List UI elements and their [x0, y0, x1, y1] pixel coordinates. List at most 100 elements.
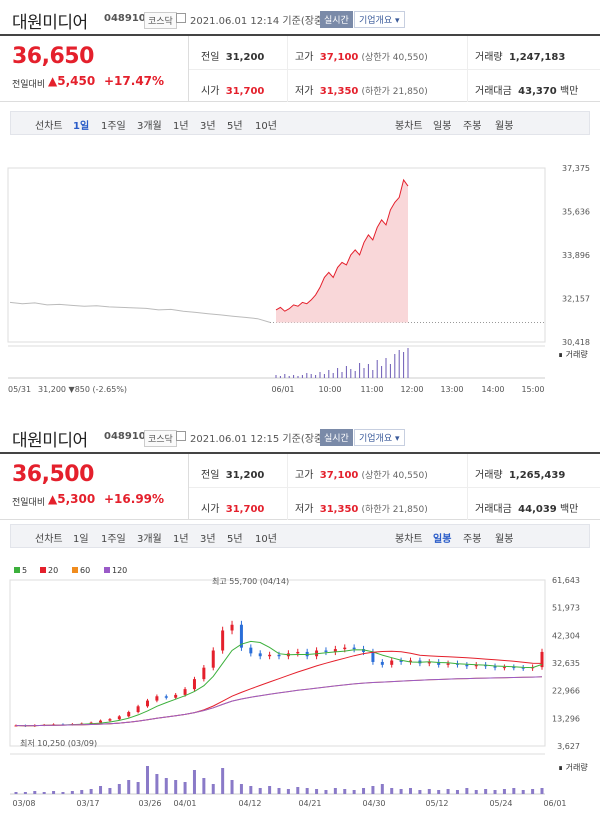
volume-bar: [333, 788, 337, 794]
x-tick-label: 04/12: [238, 799, 261, 808]
volume-bar: [136, 782, 140, 794]
volume-bar: [249, 786, 253, 794]
tab-1y[interactable]: 1년: [173, 121, 189, 132]
x-tick-label: 06/01: [271, 385, 294, 394]
volume-label: ∎ 거래량: [558, 762, 588, 772]
volume-bar: [484, 789, 488, 794]
tab-1y[interactable]: 1년: [173, 534, 189, 545]
tab-3y[interactable]: 3년: [200, 121, 216, 132]
tab-5y[interactable]: 5년: [227, 121, 243, 132]
tab-monthly[interactable]: 월봉: [495, 534, 514, 545]
candle-body: [268, 654, 272, 657]
volume-bar: [23, 792, 27, 794]
volume-bar: [380, 784, 384, 794]
company-info-dropdown[interactable]: 기업개요 ▾: [354, 429, 405, 446]
tab-daily[interactable]: 일봉: [433, 121, 452, 132]
y-tick-label: 61,643: [552, 576, 580, 585]
y-tick-label: 30,418: [562, 338, 590, 347]
volume-bar: [164, 778, 168, 794]
volume-bar: [427, 789, 431, 794]
x-tick-label: 05/12: [425, 799, 448, 808]
y-tick-label: 32,635: [552, 659, 580, 668]
y-tick-label: 42,304: [552, 631, 580, 640]
tab-1w[interactable]: 1주일: [101, 534, 126, 545]
prev-close: 전일 31,200: [201, 52, 265, 63]
candle-body: [512, 667, 516, 669]
realtime-button[interactable]: 실시간: [320, 429, 353, 446]
y-tick-label: 51,973: [552, 604, 580, 613]
stock-header-2: 대원미디어 048910 코스닥 2021.06.01 12:15 기준(장중)…: [0, 422, 600, 451]
tab-10y[interactable]: 10년: [255, 534, 277, 545]
tab-1d[interactable]: 1일: [73, 534, 89, 545]
tab-weekly[interactable]: 주봉: [463, 121, 482, 132]
legend-swatch: [104, 567, 110, 573]
stock-name: 대원미디어: [12, 431, 88, 451]
volume-bar: [493, 790, 497, 794]
quote-grid: 전일 31,200 고가 37,100 (상한가 40,550) 거래량 1,2…: [188, 36, 600, 102]
tab-10y[interactable]: 10년: [255, 121, 277, 132]
realtime-button[interactable]: 실시간: [320, 11, 353, 28]
volume-bar: [80, 790, 84, 794]
chart-tabs-2: 선차트 1일 1주일 3개월 1년 3년 5년 10년 봉차트 일봉 주봉 월봉: [10, 524, 590, 548]
tab-candle-chart[interactable]: 봉차트: [395, 534, 423, 545]
prev-day-summary: 31,200 ▼850 (-2.65%): [38, 385, 127, 394]
x-tick-label: 03/17: [76, 799, 99, 808]
candle-body: [164, 696, 168, 698]
x-tick-label: 14:00: [481, 385, 504, 394]
volume-bar: [371, 786, 375, 794]
tab-1d[interactable]: 1일: [73, 121, 90, 132]
tab-3m[interactable]: 3개월: [137, 121, 162, 132]
volume-bar: [52, 791, 56, 794]
y-tick-label: 22,966: [552, 687, 580, 696]
prev-day-line: [9, 301, 271, 323]
tab-line-chart[interactable]: 선차트: [35, 121, 63, 132]
tab-3m[interactable]: 3개월: [137, 534, 162, 545]
candle-body: [249, 647, 253, 654]
day-low: 저가 31,350 (하한가 21,850): [295, 86, 428, 97]
x-tick-label: 13:00: [440, 385, 463, 394]
chevron-down-icon: ▾: [395, 434, 400, 444]
x-tick-label: 11:00: [360, 385, 383, 394]
candle-body: [117, 716, 121, 720]
candle-body: [324, 650, 328, 652]
candle-body: [371, 651, 375, 662]
tab-5y[interactable]: 5년: [227, 534, 243, 545]
candle-body: [521, 667, 525, 669]
volume-bar: [42, 792, 46, 794]
y-tick-label: 13,296: [552, 714, 580, 723]
tab-daily[interactable]: 일봉: [433, 534, 452, 545]
tab-3y[interactable]: 3년: [200, 534, 216, 545]
tab-candle-chart[interactable]: 봉차트: [395, 121, 423, 132]
legend-swatch: [72, 567, 78, 573]
stock-name: 대원미디어: [12, 13, 88, 33]
candle-body: [390, 660, 394, 665]
market-badge: 코스닥: [144, 430, 177, 447]
x-tick-label: 03/08: [12, 799, 35, 808]
chart-tabs-1: 선차트 1일 1주일 3개월 1년 3년 5년 10년 봉차트 일봉 주봉 월봉: [10, 111, 590, 135]
company-info-dropdown[interactable]: 기업개요 ▾: [354, 11, 405, 28]
plot-frame: [9, 579, 546, 747]
volume: 거래량 1,247,183: [475, 52, 566, 63]
candle-body: [127, 712, 131, 717]
volume-bar: [258, 788, 262, 794]
today-line: [275, 178, 409, 312]
chevron-down-icon: ▾: [395, 16, 400, 26]
candle-body: [333, 649, 337, 652]
tab-weekly[interactable]: 주봉: [463, 534, 482, 545]
tab-monthly[interactable]: 월봉: [495, 121, 514, 132]
x-tick-label: 04/01: [173, 799, 196, 808]
legend-swatch: [40, 567, 46, 573]
volume-bar: [446, 789, 450, 794]
max-annotation: 최고 55,700 (04/14): [212, 576, 289, 586]
market-badge: 코스닥: [144, 12, 177, 29]
volume-bar: [230, 780, 234, 794]
tab-line-chart[interactable]: 선차트: [35, 534, 63, 545]
volume-bar: [409, 788, 412, 794]
candle-body: [540, 651, 544, 668]
candle-body: [89, 722, 93, 724]
tab-1w[interactable]: 1주일: [101, 121, 126, 132]
day-high: 고가 37,100 (상한가 40,550): [295, 52, 428, 63]
min-annotation: 최저 10,250 (03/09): [20, 738, 97, 748]
candle-body: [399, 660, 403, 662]
quote-datetime: 2021.06.01 12:15 기준(장중): [190, 434, 328, 445]
